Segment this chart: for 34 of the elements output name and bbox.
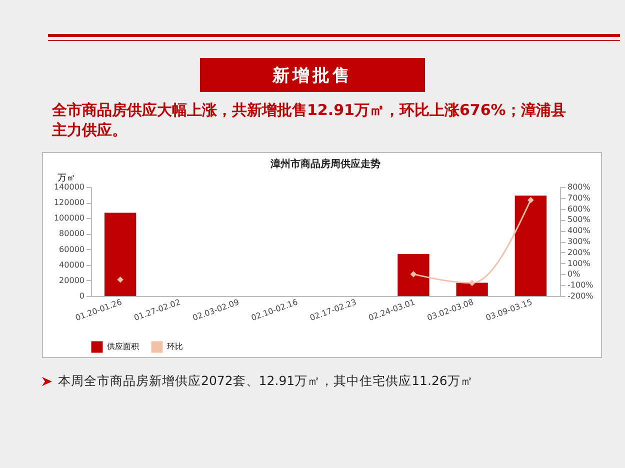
- y-tick-label: 140000: [54, 182, 84, 192]
- chart-title: 漳州市商品房周供应走势: [270, 158, 380, 170]
- y2-tick-label: -200%: [568, 292, 594, 300]
- bar: [104, 212, 136, 296]
- y-tick-label: 20000: [59, 276, 84, 285]
- y2-tick-label: 100%: [568, 258, 591, 268]
- y2-tick-label: -100%: [568, 280, 594, 290]
- y-tick-label: 120000: [54, 198, 84, 208]
- text: 全市商品房供应大幅上涨，共新增批售12.91万㎡，环比上涨676%；漳浦县主力供应。: [52, 100, 567, 140]
- legend-label: 环比: [167, 342, 183, 351]
- text: 新增批售: [200, 58, 425, 92]
- text: 本周全市商品房新增供应2072套、12.91万㎡，其中住宅供应11.26万㎡: [58, 373, 474, 390]
- point: [468, 280, 476, 286]
- y-tick-label: 100000: [54, 214, 84, 223]
- point: [528, 196, 534, 204]
- y-tick-label: 40000: [59, 260, 84, 270]
- y-tick-label: 0: [79, 292, 84, 300]
- y2-tick-label: 800%: [568, 182, 591, 192]
- y2-tick-label: 0%: [568, 270, 581, 279]
- y2-tick-label: 300%: [568, 237, 591, 246]
- y-tick-label: 60000: [59, 244, 84, 254]
- y-tick-label: 80000: [59, 229, 84, 238]
- bar: [398, 254, 430, 296]
- point: [117, 276, 124, 283]
- y-axis-title: 万㎡: [58, 174, 76, 184]
- y2-tick-label: 200%: [568, 248, 591, 257]
- y2-tick-label: 700%: [568, 193, 591, 202]
- bar: [514, 196, 547, 296]
- y2-tick-label: 500%: [568, 215, 591, 224]
- legend-label: 供应面积: [107, 342, 139, 351]
- bar: [456, 282, 488, 296]
- y2-tick-label: 600%: [568, 204, 591, 214]
- y2-tick-label: 400%: [568, 226, 591, 236]
- point: [410, 271, 417, 278]
